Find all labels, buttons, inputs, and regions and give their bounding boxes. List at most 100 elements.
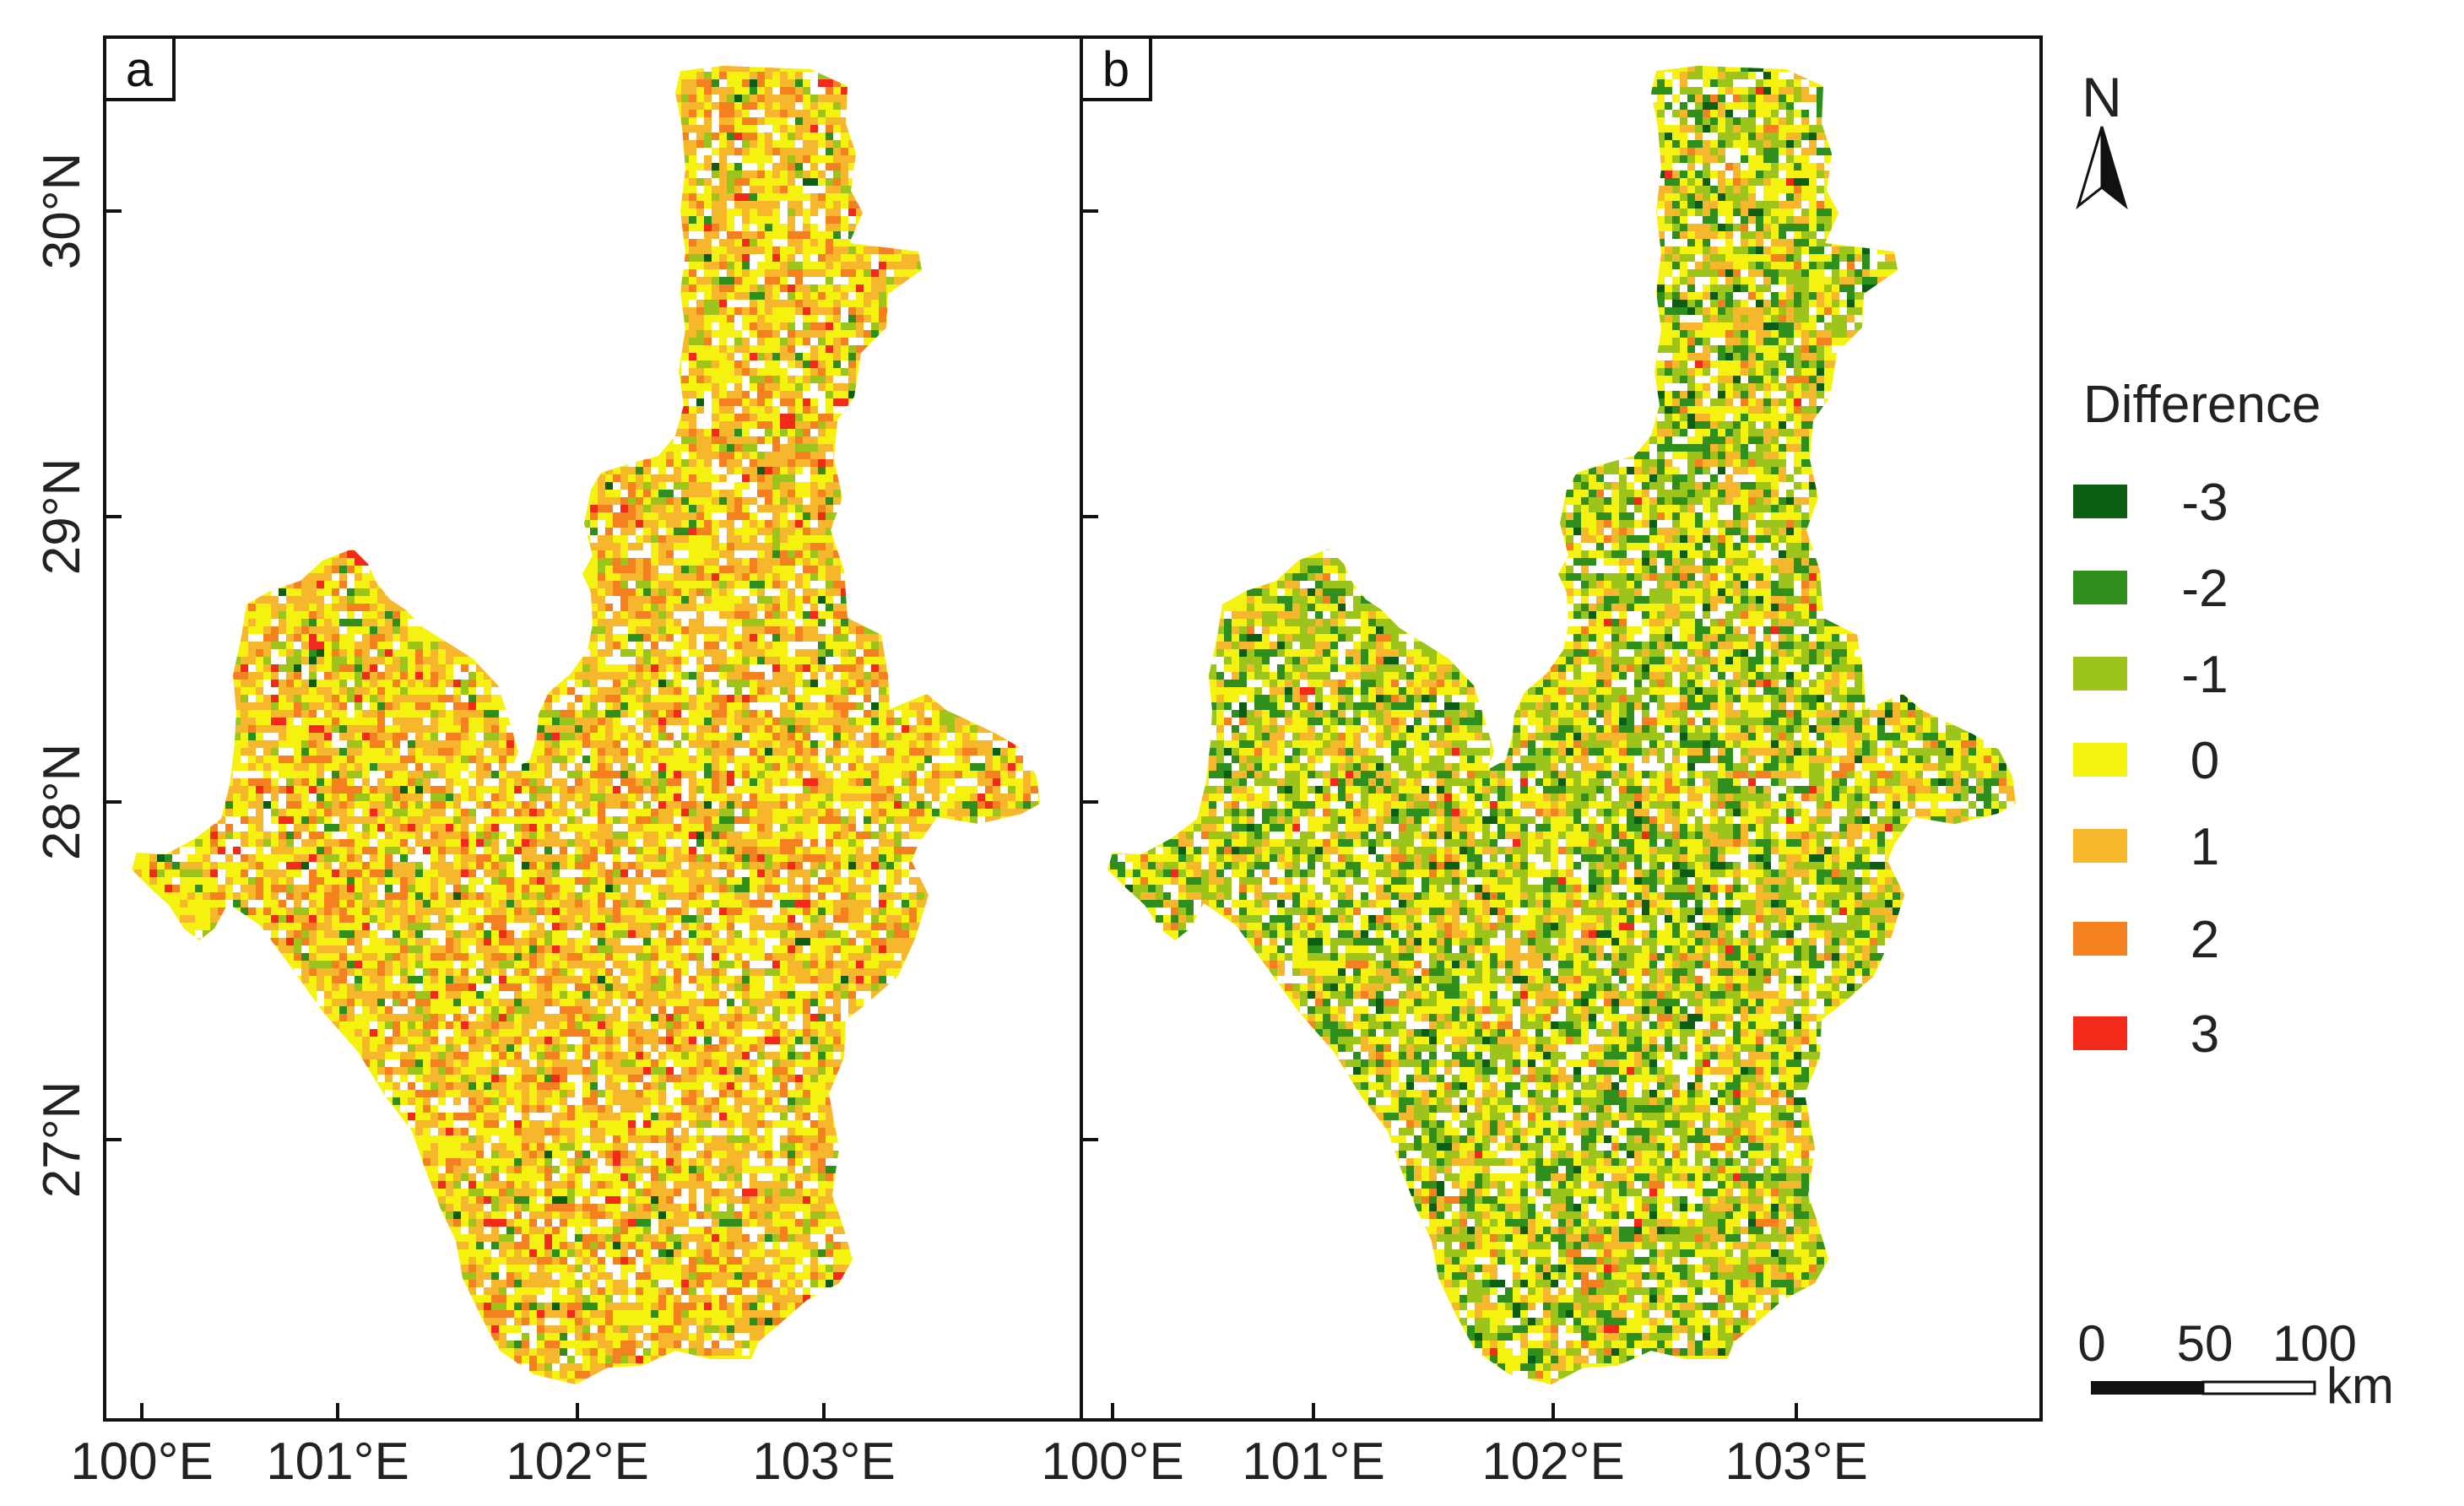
- raster-cell: [605, 664, 620, 672]
- raster-cell: [681, 680, 689, 687]
- raster-cell: [909, 816, 917, 824]
- raster-cell: [355, 680, 362, 687]
- raster-cell: [719, 300, 727, 307]
- raster-cell: [446, 748, 453, 756]
- raster-cell: [985, 756, 993, 763]
- raster-cell: [666, 900, 681, 907]
- raster-cell: [742, 246, 750, 254]
- raster-cell: [271, 649, 279, 657]
- raster-cell: [309, 832, 324, 839]
- raster-cell: [681, 345, 689, 353]
- raster-cell: [415, 664, 423, 672]
- raster-cell: [628, 930, 636, 938]
- raster-cell: [750, 322, 757, 330]
- raster-cell: [286, 588, 294, 596]
- raster-cell: [666, 832, 674, 839]
- raster-cell: [810, 429, 818, 436]
- raster-cell: [712, 474, 719, 482]
- raster-cell: [788, 201, 795, 209]
- raster-cell: [810, 345, 818, 353]
- raster-cell: [446, 649, 453, 657]
- raster-cell: [651, 520, 658, 528]
- raster-cell: [818, 786, 833, 794]
- raster-cell: [218, 862, 233, 869]
- raster-cell: [605, 816, 613, 824]
- raster-cell: [400, 786, 408, 794]
- raster-cell: [962, 771, 977, 778]
- raster-cell: [848, 695, 864, 702]
- raster-cell: [453, 725, 461, 733]
- raster-cell: [263, 915, 271, 923]
- raster-cell: [256, 740, 271, 748]
- raster-cell: [598, 839, 605, 847]
- raster-cell: [582, 953, 590, 961]
- raster-cell: [651, 611, 658, 619]
- raster-cell: [666, 657, 674, 664]
- raster-cell: [658, 695, 666, 702]
- raster-cell: [757, 923, 765, 930]
- raster-cell: [400, 854, 408, 862]
- raster-cell: [742, 702, 750, 710]
- raster-cell: [894, 254, 902, 262]
- raster-cell: [157, 892, 165, 900]
- raster-cell: [765, 938, 780, 945]
- raster-cell: [810, 938, 818, 945]
- raster-cell: [719, 376, 734, 383]
- raster-cell: [506, 832, 514, 839]
- raster-cell: [696, 474, 704, 482]
- raster-cell: [757, 854, 765, 862]
- raster-cell: [757, 702, 772, 710]
- raster-cell: [636, 953, 651, 961]
- raster-cell: [605, 695, 620, 702]
- raster-cell: [757, 209, 772, 216]
- raster-cell: [856, 680, 864, 687]
- raster-cell: [1031, 801, 1038, 809]
- raster-cell: [765, 748, 772, 756]
- region-a-map: [132, 66, 1040, 1384]
- raster-cell: [826, 588, 833, 596]
- raster-cell: [529, 839, 537, 847]
- raster-cell: [803, 748, 810, 756]
- raster-cell: [339, 626, 347, 634]
- raster-cell: [818, 695, 826, 702]
- raster-cell: [620, 528, 628, 535]
- raster-cell: [704, 482, 712, 490]
- raster-cell: [431, 953, 438, 961]
- raster-cell: [712, 330, 719, 338]
- raster-cell: [309, 885, 317, 892]
- raster-cell: [742, 148, 750, 155]
- raster-cell: [826, 930, 841, 938]
- raster-cell: [590, 497, 598, 505]
- raster-cell: [742, 300, 750, 307]
- raster-cell: [279, 862, 286, 869]
- raster-cell: [757, 512, 765, 520]
- raster-cell: [826, 680, 841, 687]
- raster-cell: [757, 505, 765, 512]
- raster-cell: [666, 634, 674, 642]
- raster-cell: [864, 748, 871, 756]
- raster-cell: [149, 877, 157, 885]
- raster-cell: [613, 900, 620, 907]
- raster-cell: [818, 406, 826, 414]
- raster-cell: [833, 398, 848, 406]
- raster-cell: [810, 125, 818, 133]
- raster-cell: [810, 923, 826, 930]
- raster-cell: [765, 824, 772, 832]
- raster-cell: [757, 315, 765, 322]
- raster-cell: [810, 634, 818, 642]
- raster-cell: [917, 763, 924, 771]
- raster-cell: [582, 710, 598, 718]
- raster-cell: [719, 414, 734, 421]
- raster-cell: [924, 710, 932, 718]
- raster-cell: [962, 718, 970, 725]
- raster-cell: [598, 786, 605, 794]
- raster-cell: [795, 421, 810, 429]
- raster-cell: [423, 771, 438, 778]
- raster-cell: [506, 733, 514, 740]
- raster-cell: [279, 756, 286, 763]
- raster-cell: [734, 915, 750, 923]
- raster-cell: [241, 710, 248, 718]
- raster-cell: [803, 885, 810, 892]
- raster-cell: [932, 763, 940, 771]
- raster-cell: [423, 763, 431, 771]
